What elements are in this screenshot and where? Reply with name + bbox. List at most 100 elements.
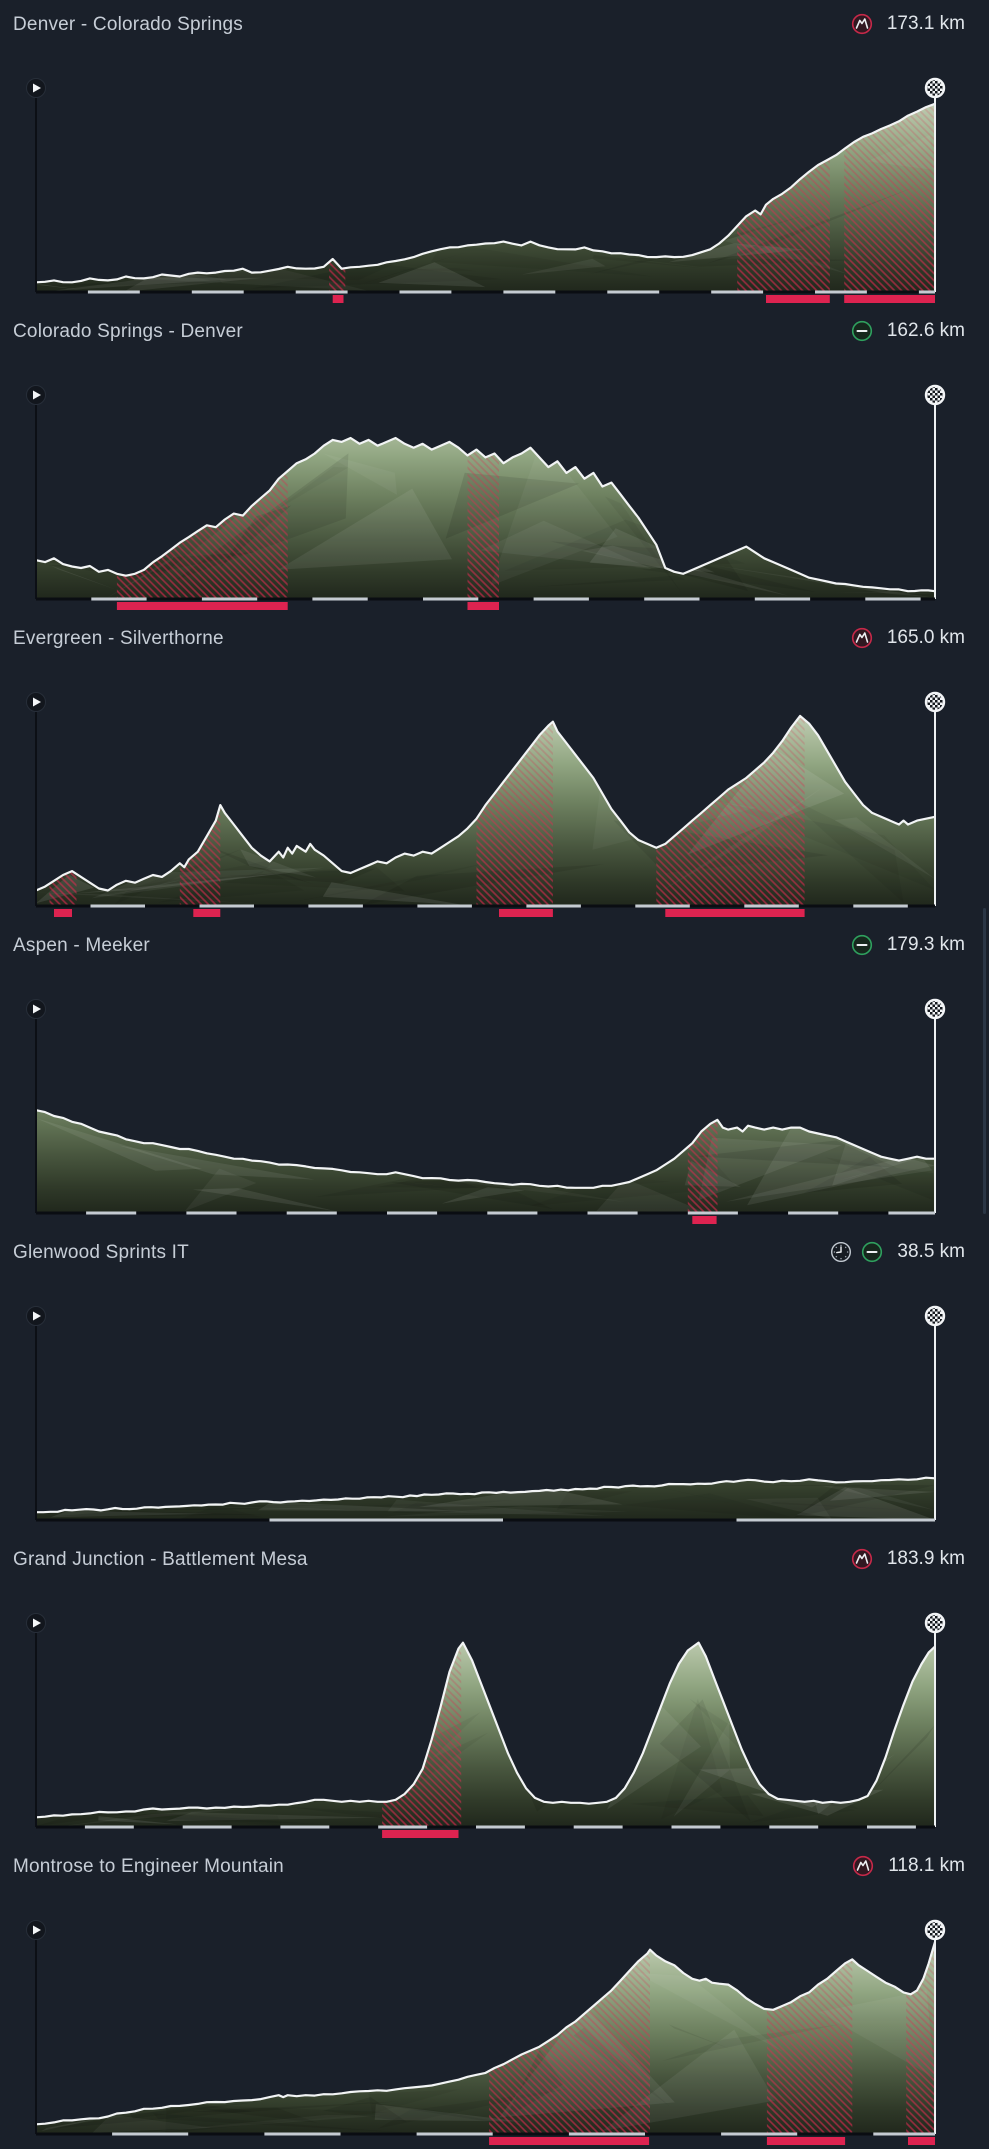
climb-hatch bbox=[906, 1941, 935, 2134]
flat-profile-icon bbox=[861, 1241, 883, 1263]
mountain-profile-icon bbox=[852, 1855, 874, 1877]
stage-meta: 38.5 km bbox=[830, 1239, 965, 1265]
time-trial-icon bbox=[830, 1241, 852, 1263]
elevation-area bbox=[36, 1642, 935, 1827]
stage-row[interactable]: Montrose to Engineer Mountain 118.1 km bbox=[0, 1842, 989, 2149]
distance-dash bbox=[587, 1211, 638, 1215]
elevation-line bbox=[35, 714, 936, 892]
climb-hatch bbox=[467, 438, 499, 599]
stage-distance: 173.1 km bbox=[886, 13, 965, 34]
distance-dash bbox=[90, 904, 145, 908]
terrain-facets bbox=[50, 1484, 935, 1520]
distance-dash bbox=[888, 1211, 935, 1215]
distance-dash bbox=[853, 904, 908, 908]
distance-dash bbox=[865, 597, 921, 601]
climb-marker-bar bbox=[489, 2137, 650, 2145]
distance-dash bbox=[788, 1211, 839, 1215]
stage-profile-chart bbox=[26, 77, 946, 303]
climb-hatch bbox=[656, 715, 805, 906]
distance-dash bbox=[199, 904, 254, 908]
climb-hatch bbox=[382, 1642, 462, 1827]
climb-hatch bbox=[737, 103, 830, 292]
climb-marker-bar bbox=[766, 295, 830, 303]
stage-row[interactable]: Colorado Springs - Denver 162.6 km bbox=[0, 307, 989, 614]
stage-title: Aspen - Meeker bbox=[13, 935, 150, 956]
distance-dash bbox=[112, 2132, 189, 2136]
distance-dash bbox=[769, 1825, 819, 1829]
mountain-profile-icon bbox=[851, 1548, 873, 1570]
stage-profile-chart bbox=[26, 691, 946, 917]
distance-dash bbox=[918, 290, 935, 294]
distance-dash bbox=[295, 290, 348, 294]
stage-title: Grand Junction - Battlement Mesa bbox=[13, 1549, 308, 1570]
climb-marker-bar bbox=[467, 602, 499, 610]
elevation-line bbox=[35, 1941, 937, 2126]
stage-row[interactable]: Evergreen - Silverthorne 165.0 km bbox=[0, 614, 989, 921]
stage-profile-chart bbox=[26, 1612, 946, 1838]
baseline bbox=[36, 1211, 935, 1215]
climb-hatch-group bbox=[687, 1110, 718, 1213]
elevation-area bbox=[36, 1941, 935, 2134]
climb-marker-bar bbox=[844, 295, 935, 303]
distance-dash bbox=[533, 597, 589, 601]
stage-row[interactable]: Glenwood Sprints IT 38.5 km bbox=[0, 1228, 989, 1535]
distance-dash bbox=[644, 597, 700, 601]
climb-marker-bar bbox=[332, 295, 344, 303]
climb-hatch bbox=[116, 438, 288, 599]
climb-hatch bbox=[766, 1941, 853, 2134]
baseline bbox=[36, 597, 935, 601]
distance-dash bbox=[607, 290, 660, 294]
elevation-line bbox=[35, 1641, 936, 1819]
distance-dash bbox=[687, 1211, 738, 1215]
stage-row[interactable]: Aspen - Meeker 179.3 km bbox=[0, 921, 989, 1228]
stage-row[interactable]: Denver - Colorado Springs 173.1 km bbox=[0, 0, 989, 307]
elevation-line bbox=[35, 436, 936, 593]
stage-profile-chart bbox=[26, 1305, 946, 1522]
climb-marker-bar bbox=[382, 1830, 459, 1838]
stage-title: Glenwood Sprints IT bbox=[13, 1242, 189, 1263]
climb-marker-bar bbox=[116, 602, 288, 610]
distance-dash bbox=[754, 597, 811, 601]
stage-distance: 38.5 km bbox=[897, 1241, 965, 1262]
finish-flag-icon bbox=[924, 1305, 946, 1327]
distance-dash bbox=[399, 290, 452, 294]
mountain-profile-icon bbox=[851, 627, 873, 649]
distance-dash bbox=[312, 597, 368, 601]
stage-distance: 162.6 km bbox=[886, 320, 965, 341]
elevation-line bbox=[35, 102, 936, 284]
distance-dash bbox=[201, 597, 258, 601]
distance-dash bbox=[503, 290, 556, 294]
climb-marker-bar bbox=[193, 909, 221, 917]
distance-dash bbox=[378, 1825, 428, 1829]
distance-dash bbox=[476, 1825, 525, 1829]
distance-dash bbox=[568, 2132, 645, 2136]
finish-flag-icon bbox=[924, 998, 946, 1020]
stage-title: Montrose to Engineer Mountain bbox=[13, 1856, 284, 1877]
flat-profile-icon bbox=[851, 934, 873, 956]
climb-marker-bar bbox=[692, 1216, 717, 1224]
climb-hatch bbox=[179, 715, 221, 906]
finish-flag-icon bbox=[924, 1919, 946, 1941]
distance-dash bbox=[87, 290, 140, 294]
terrain-facets bbox=[36, 1118, 935, 1212]
distance-dash bbox=[867, 1825, 916, 1829]
scrollbar-thumb[interactable] bbox=[983, 908, 986, 1214]
elevation-area bbox=[36, 1477, 935, 1520]
baseline bbox=[36, 290, 935, 294]
distance-dash bbox=[721, 2132, 798, 2136]
finish-flag-icon bbox=[924, 384, 946, 406]
distance-dash bbox=[84, 1825, 134, 1829]
climb-hatch-group bbox=[382, 1642, 462, 1827]
climb-marker-bar bbox=[908, 2137, 935, 2145]
finish-flag-icon bbox=[924, 77, 946, 99]
stage-meta: 162.6 km bbox=[851, 318, 965, 344]
stage-distance: 179.3 km bbox=[886, 934, 965, 955]
stage-meta: 183.9 km bbox=[851, 1546, 965, 1572]
distance-dash bbox=[744, 904, 799, 908]
distance-dash bbox=[91, 597, 147, 601]
stage-row[interactable]: Grand Junction - Battlement Mesa 183.9 km bbox=[0, 1535, 989, 1842]
climb-hatch bbox=[49, 715, 77, 906]
stage-meta: 165.0 km bbox=[851, 625, 965, 651]
stage-distance: 183.9 km bbox=[886, 1548, 965, 1569]
stage-meta: 173.1 km bbox=[851, 11, 965, 37]
